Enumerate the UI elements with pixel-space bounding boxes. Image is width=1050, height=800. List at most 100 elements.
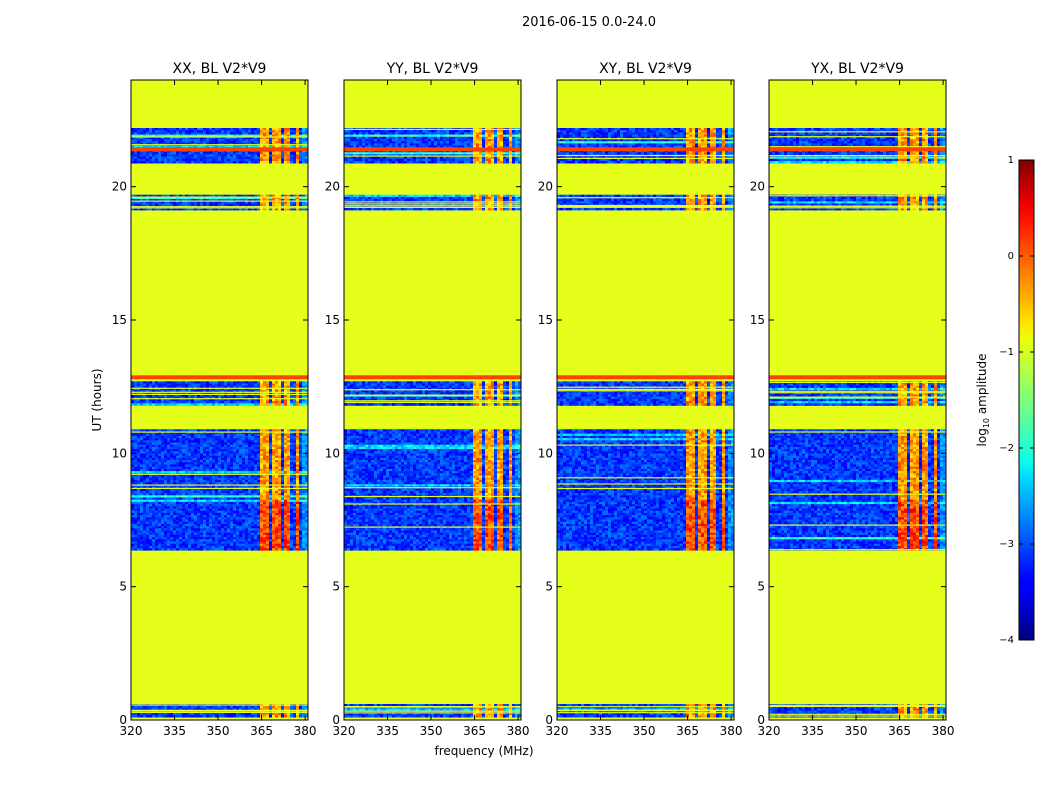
flag-row [557, 204, 734, 207]
x-tick-label: 365 [676, 724, 699, 738]
y-tick-label: 15 [112, 313, 127, 327]
flag-row [344, 712, 521, 714]
axes-frame [556, 79, 735, 721]
x-tick-label: 350 [420, 724, 443, 738]
data-block [769, 429, 946, 551]
flag-row [769, 155, 946, 157]
flag-row [344, 503, 521, 505]
panel-title: XY, BL V2*V9 [599, 61, 692, 77]
axes-frame [768, 79, 947, 721]
panel-yx: YX, BL V2*V9 320 335 350 365 380 0 5 10 15 20 [750, 61, 955, 738]
flag-row [557, 487, 734, 490]
flag-row [557, 386, 734, 388]
y-tick-label: 20 [112, 180, 127, 194]
x-tick-label: 350 [633, 724, 656, 738]
data-block [344, 194, 521, 211]
flag-row [769, 431, 946, 433]
y-axis-label: UT (hours) [90, 368, 104, 431]
data-block [557, 429, 734, 551]
flag-row [769, 705, 946, 707]
y-tick-label: 5 [119, 580, 127, 594]
flag-row [344, 203, 521, 205]
data-block [131, 128, 308, 164]
x-tick-label: 335 [163, 724, 186, 738]
y-tick-label: 5 [757, 580, 765, 594]
flag-line [557, 147, 734, 152]
colorbar-tick-label: 0 [1008, 251, 1014, 262]
y-tick-label: 15 [538, 313, 553, 327]
flag-line [769, 375, 946, 380]
flag-row [131, 200, 308, 202]
flag-row [344, 401, 521, 403]
colorbar-tick-label: −2 [999, 443, 1014, 454]
flag-row [769, 390, 946, 392]
colorbar-gradient [1018, 159, 1035, 641]
flag-line [344, 147, 521, 152]
flag-row [131, 206, 308, 208]
x-tick-label: 380 [294, 724, 317, 738]
data-block [557, 381, 734, 406]
flag-row [769, 207, 946, 209]
x-tick-label: 335 [376, 724, 399, 738]
figure-title: 2016-06-15 0.0-24.0 [522, 15, 656, 30]
data-block [769, 381, 946, 406]
flag-row [557, 710, 734, 712]
colorbar-label: log10 amplitude [975, 354, 991, 447]
panel-xx: XX, BL V2*V9 320 335 350 365 380 0 5 10 15 20 [112, 61, 317, 738]
y-tick-label: 10 [750, 446, 765, 460]
flag-row [769, 195, 946, 197]
x-tick-label: 380 [507, 724, 530, 738]
data-block [131, 704, 308, 718]
y-tick-label: 5 [545, 580, 553, 594]
x-tick-label: 320 [546, 724, 569, 738]
flag-row [131, 393, 308, 395]
y-tick-label: 20 [538, 180, 553, 194]
flag-row [131, 207, 308, 209]
flag-row [131, 711, 308, 713]
flag-row [557, 706, 734, 708]
axes-frame [130, 79, 309, 721]
flag-row [769, 713, 946, 715]
flag-row [131, 144, 308, 146]
x-tick-label: 350 [845, 724, 868, 738]
colorbar-label-log: log [975, 428, 989, 446]
flag-row [557, 444, 734, 446]
x-tick-label: 320 [333, 724, 356, 738]
y-tick-label: 0 [545, 713, 553, 727]
colorbar-tick-label: 1 [1008, 155, 1014, 166]
flag-row [769, 524, 946, 526]
flag-row [557, 206, 734, 208]
flag-row [769, 205, 946, 207]
y-tick-label: 0 [332, 713, 340, 727]
flag-row [131, 196, 308, 198]
data-block [769, 128, 946, 164]
y-tick-label: 10 [112, 446, 127, 460]
flag-row [769, 493, 946, 495]
y-tick-label: 0 [119, 713, 127, 727]
flag-line [557, 375, 734, 380]
flag-row [344, 706, 521, 708]
heatmap-image [344, 80, 521, 720]
flag-row [131, 431, 308, 433]
panel-yy: YY, BL V2*V9 320 335 350 365 380 0 5 10 15 20 [325, 61, 530, 738]
data-block [131, 381, 308, 406]
colorbar-label-amplitude: amplitude [975, 354, 989, 418]
y-tick-label: 10 [325, 446, 340, 460]
y-tick-label: 15 [750, 313, 765, 327]
flag-row [557, 205, 734, 208]
flag-row [131, 473, 308, 475]
flag-row [344, 487, 521, 489]
heatmap-image [557, 80, 734, 720]
flag-row [131, 487, 308, 489]
heatmap-image [769, 80, 946, 720]
flag-row [344, 205, 521, 207]
y-tick-label: 10 [538, 446, 553, 460]
x-tick-label: 365 [888, 724, 911, 738]
flag-line [131, 375, 308, 380]
flag-line [131, 147, 308, 152]
flag-row [344, 710, 521, 712]
flag-row [769, 131, 946, 133]
flag-row [557, 197, 734, 199]
